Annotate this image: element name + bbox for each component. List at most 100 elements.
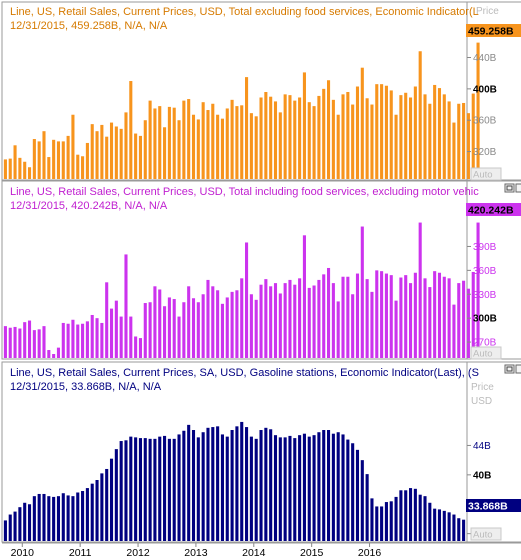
bar: [105, 282, 109, 358]
bar: [259, 284, 263, 358]
panel-title: Line, US, Retail Sales, Current Prices, …: [10, 186, 479, 198]
bar: [331, 283, 335, 358]
bar: [148, 438, 152, 541]
bar: [384, 273, 388, 358]
scale-button-label: Auto: [473, 170, 493, 181]
bar: [134, 133, 138, 179]
bar: [61, 322, 65, 358]
panel-frame: [1, 361, 521, 543]
bar: [240, 421, 244, 541]
bar: [322, 430, 326, 541]
bar: [3, 326, 7, 358]
bar: [327, 267, 331, 358]
panel-frame: [1, 180, 521, 360]
y-axis-ticks: 320B 360B 400B 440B: [467, 53, 497, 158]
bar: [76, 324, 80, 358]
scale-button[interactable]: Auto: [470, 167, 502, 181]
bar: [278, 437, 282, 541]
bar: [264, 92, 268, 179]
bar: [375, 84, 379, 179]
bar: [365, 98, 369, 179]
bar: [23, 502, 27, 541]
bar: [167, 438, 171, 541]
scale-button[interactable]: Auto: [470, 346, 502, 360]
bar: [235, 290, 239, 358]
bar: [66, 323, 70, 358]
bar: [408, 488, 413, 541]
bar: [413, 488, 417, 541]
maximize-window-icon[interactable]: [504, 183, 515, 193]
bar: [360, 460, 364, 541]
last-value-label: 33.868B: [468, 501, 508, 513]
bar: [81, 156, 85, 179]
bar: [331, 433, 335, 541]
bar: [399, 277, 403, 358]
bar: [172, 299, 176, 358]
bar: [317, 279, 321, 358]
bar: [346, 92, 350, 179]
bar: [143, 120, 147, 179]
close-window-icon[interactable]: [515, 183, 521, 193]
bar: [394, 114, 398, 179]
bar: [18, 157, 22, 179]
bar: [211, 103, 215, 179]
bar: [37, 493, 41, 541]
bar: [182, 302, 186, 358]
bar: [249, 113, 253, 179]
bar: [428, 287, 432, 358]
bar: [119, 441, 123, 541]
bar: [201, 102, 205, 179]
bar: [100, 124, 104, 179]
x-tick-label: 2010: [11, 547, 35, 559]
panel-gasoline-stations: Line, US, Retail Sales, Current Prices, …: [1, 361, 521, 543]
bar: [327, 430, 331, 541]
y-tick-label: 270B: [473, 338, 497, 349]
bar: [312, 285, 316, 358]
axis-title: Price USD: [471, 382, 497, 407]
bar: [177, 316, 181, 358]
x-tick-label: 2014: [242, 547, 266, 559]
bar: [196, 437, 200, 541]
bar: [8, 158, 12, 179]
close-window-icon[interactable]: [515, 364, 521, 374]
bar: [240, 278, 244, 358]
bar: [211, 427, 215, 541]
bar: [433, 84, 437, 179]
bar: [220, 434, 224, 541]
axis-title: Price: [476, 6, 499, 17]
bar: [389, 90, 393, 179]
bar: [90, 314, 94, 358]
bar: [230, 291, 234, 358]
bar: [114, 126, 118, 179]
bar: [394, 300, 398, 358]
bar: [452, 514, 456, 541]
bar: [264, 427, 268, 541]
maximize-window-icon[interactable]: [504, 364, 515, 374]
bar: [288, 435, 292, 541]
bar: [322, 274, 326, 358]
bar: [351, 104, 355, 179]
bar-series: [3, 222, 480, 358]
bar: [42, 326, 46, 358]
bar: [153, 438, 157, 541]
bar: [418, 494, 422, 541]
bar: [298, 278, 302, 358]
y-tick-label: 390B: [473, 242, 497, 253]
bar: [216, 426, 220, 541]
y-tick-label: 400B: [473, 84, 497, 95]
bar: [18, 328, 22, 358]
last-value-label: 420.242B: [468, 205, 514, 217]
bar: [254, 438, 258, 541]
bar: [336, 432, 340, 541]
scale-button[interactable]: Auto: [470, 527, 502, 541]
bar: [452, 304, 456, 358]
bar: [52, 354, 56, 358]
bar: [52, 496, 56, 541]
bar: [442, 510, 446, 541]
bar: [380, 506, 384, 541]
bar: [143, 438, 147, 541]
bar: [85, 142, 89, 179]
bar: [187, 99, 191, 179]
bar: [206, 279, 210, 358]
bar: [327, 80, 331, 179]
